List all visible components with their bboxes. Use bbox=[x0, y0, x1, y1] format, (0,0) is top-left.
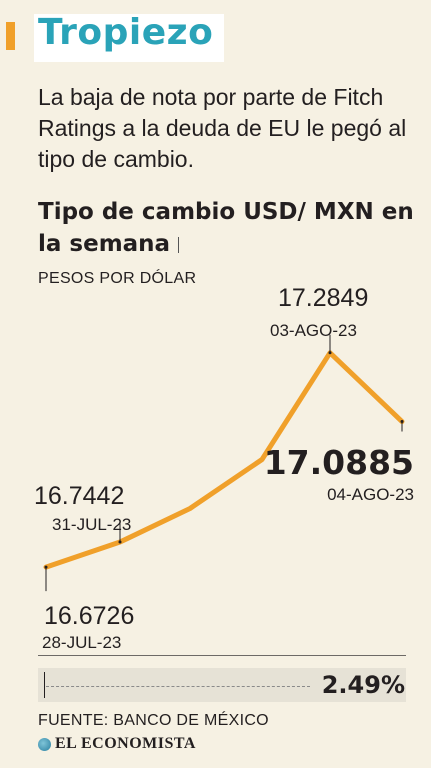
chart-title-text: Tipo de cambio USD/ MXN en la semana bbox=[38, 199, 414, 257]
date-label-1: 31-JUL-23 bbox=[52, 515, 131, 534]
date-label-0: 28-JUL-23 bbox=[42, 633, 121, 652]
data-point-0 bbox=[44, 565, 48, 569]
date-label-4: 03-AGO-23 bbox=[270, 321, 357, 340]
change-marker bbox=[44, 672, 45, 698]
brand-name: EL ECONOMISTA bbox=[55, 735, 196, 752]
accent-bar bbox=[6, 22, 15, 50]
value-label-4: 17.2849 bbox=[278, 284, 368, 312]
title-separator bbox=[178, 236, 180, 253]
data-point-4 bbox=[328, 351, 332, 355]
globe-icon bbox=[38, 737, 51, 751]
subtitle: La baja de nota por parte de Fitch Ratin… bbox=[38, 84, 407, 172]
change-dashed-line bbox=[46, 686, 310, 687]
source-note: FUENTE: BANCO DE MÉXICO bbox=[38, 712, 269, 729]
value-label-1: 16.7442 bbox=[34, 482, 124, 510]
change-box bbox=[38, 668, 406, 702]
title-background bbox=[34, 14, 224, 62]
value-label-0: 16.6726 bbox=[44, 602, 134, 630]
value-label-5: 17.0885 bbox=[264, 443, 414, 482]
brand-logo: EL ECONOMISTA bbox=[38, 735, 196, 753]
date-label-5: 04-AGO-23 bbox=[327, 485, 414, 504]
chart-title: Tipo de cambio USD/ MXN en la semana bbox=[38, 196, 418, 260]
series-line bbox=[43, 350, 405, 570]
data-point-5 bbox=[400, 420, 404, 424]
chart-divider bbox=[38, 655, 406, 656]
page-title: Tropiezo bbox=[38, 12, 214, 53]
change-value: 2.49% bbox=[321, 671, 405, 699]
y-axis-unit: PESOS POR DÓLAR bbox=[38, 270, 197, 287]
data-point-1 bbox=[118, 540, 122, 544]
